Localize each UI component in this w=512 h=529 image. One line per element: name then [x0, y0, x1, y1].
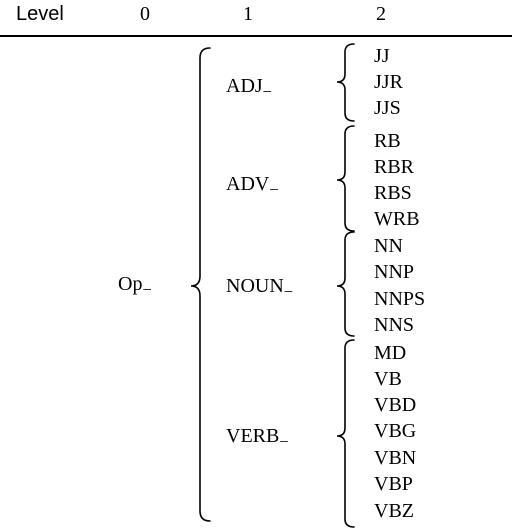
leaf-vbp: VBP — [374, 473, 413, 495]
leaf-md: MD — [374, 342, 407, 364]
header-col-0: 0 — [140, 3, 150, 25]
header-rule — [0, 35, 512, 37]
leaf-nn: NN — [374, 235, 403, 257]
leaf-vbg: VBG — [374, 420, 417, 442]
leaf-jj: JJ — [374, 45, 390, 67]
leaf-wrb: WRB — [374, 208, 420, 230]
leaf-rbr: RBR — [374, 156, 415, 178]
leaf-vbn: VBN — [374, 447, 417, 469]
header-level-label: Level — [16, 3, 64, 25]
level1-brace — [190, 47, 211, 522]
leaf-rbs: RBS — [374, 182, 412, 204]
leaf-rb: RB — [374, 130, 401, 152]
adv-brace — [336, 125, 355, 232]
leaf-nns: NNS — [374, 314, 415, 336]
noun-brace — [336, 231, 355, 337]
group-label-adj: ADJ− — [226, 75, 273, 101]
leaf-vbz: VBZ — [374, 500, 414, 522]
root-node: Op− — [118, 273, 152, 299]
leaf-nnp: NNP — [374, 261, 415, 283]
group-label-adv: ADV− — [226, 173, 279, 199]
verb-brace — [336, 339, 355, 528]
header-col-2: 2 — [376, 3, 386, 25]
leaf-vbd: VBD — [374, 394, 417, 416]
adj-brace — [336, 43, 355, 122]
leaf-vb: VB — [374, 368, 402, 390]
group-label-noun: NOUN− — [226, 275, 294, 301]
header-col-1: 1 — [243, 3, 253, 25]
leaf-jjs: JJS — [374, 97, 401, 119]
leaf-jjr: JJR — [374, 71, 403, 93]
group-label-verb: VERB− — [226, 425, 289, 451]
leaf-nnps: NNPS — [374, 288, 426, 310]
